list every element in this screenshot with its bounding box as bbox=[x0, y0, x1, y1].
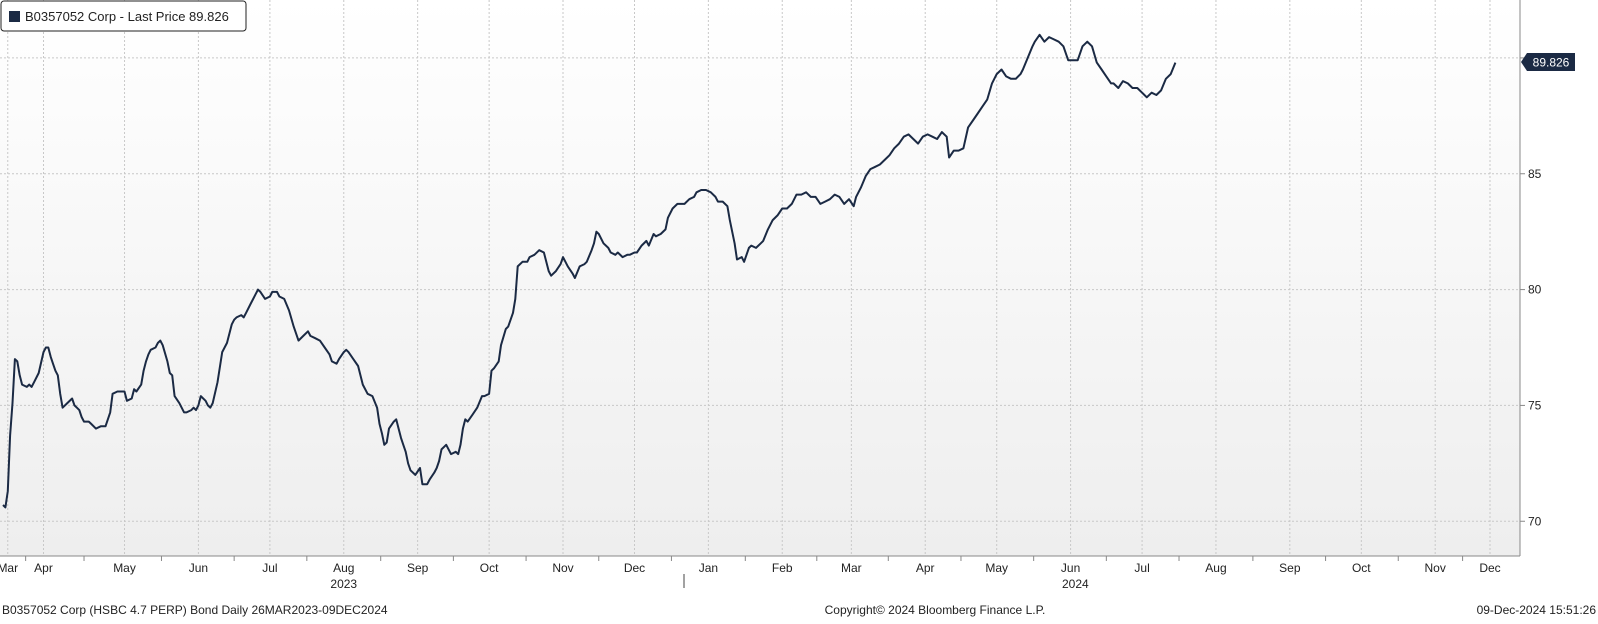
y-tick-label: 75 bbox=[1528, 398, 1542, 412]
legend-swatch bbox=[9, 11, 20, 22]
x-tick-label: Jun bbox=[189, 561, 208, 575]
footer: B0357052 Corp (HSBC 4.7 PERP) Bond Daily… bbox=[2, 603, 1596, 617]
x-year-label: 2023 bbox=[330, 577, 357, 591]
x-tick-label: Dec bbox=[1479, 561, 1500, 575]
x-year-label: 2024 bbox=[1062, 577, 1089, 591]
last-price-tag: 89.826 bbox=[1521, 52, 1575, 71]
x-tick-label: Feb bbox=[772, 561, 793, 575]
x-tick-label: Mar bbox=[0, 561, 18, 575]
x-tick-label: Dec bbox=[624, 561, 645, 575]
y-tick-label: 85 bbox=[1528, 167, 1542, 181]
last-price-tag-shape bbox=[1521, 52, 1575, 71]
x-tick-label: Nov bbox=[1425, 561, 1446, 575]
x-tick-label: Jul bbox=[262, 561, 277, 575]
last-price-tag-text: 89.826 bbox=[1533, 55, 1570, 69]
legend-label: B0357052 Corp - Last Price 89.826 bbox=[25, 9, 229, 24]
legend: B0357052 Corp - Last Price 89.826 bbox=[0, 0, 247, 32]
footer-left: B0357052 Corp (HSBC 4.7 PERP) Bond Daily… bbox=[2, 603, 388, 617]
x-tick-label: Sep bbox=[407, 561, 429, 575]
plot-background bbox=[0, 0, 1520, 556]
y-tick-label: 70 bbox=[1528, 514, 1542, 528]
price-series-line bbox=[2, 33, 1177, 509]
tick-layer: 70 75 80 85 Mar Apr May Jun Jul Aug Sep Oct Nov Dec Ja… bbox=[0, 57, 1542, 591]
x-tick-label: Nov bbox=[552, 561, 573, 575]
footer-right: 09-Dec-2024 15:51:26 bbox=[1477, 603, 1597, 617]
x-tick-label: Oct bbox=[1352, 561, 1371, 575]
x-tick-label: Aug bbox=[333, 561, 354, 575]
grid-layer bbox=[0, 0, 1520, 556]
x-tick-label: Mar bbox=[841, 561, 862, 575]
x-tick-label: Aug bbox=[1205, 561, 1226, 575]
x-tick-label: Oct bbox=[480, 561, 499, 575]
x-tick-label: Apr bbox=[34, 561, 53, 575]
x-tick-label: Sep bbox=[1279, 561, 1301, 575]
x-tick-label: Jun bbox=[1061, 561, 1080, 575]
legend-frame bbox=[0, 0, 247, 32]
y-tick-label: 80 bbox=[1528, 283, 1542, 297]
x-tick-label: May bbox=[113, 561, 136, 575]
axis-layer bbox=[0, 0, 1521, 588]
x-tick-label: Apr bbox=[916, 561, 935, 575]
x-tick-label: Jul bbox=[1134, 561, 1149, 575]
footer-center: Copyright© 2024 Bloomberg Finance L.P. bbox=[825, 603, 1046, 617]
x-tick-label: Jan bbox=[699, 561, 718, 575]
x-tick-label: May bbox=[985, 561, 1008, 575]
